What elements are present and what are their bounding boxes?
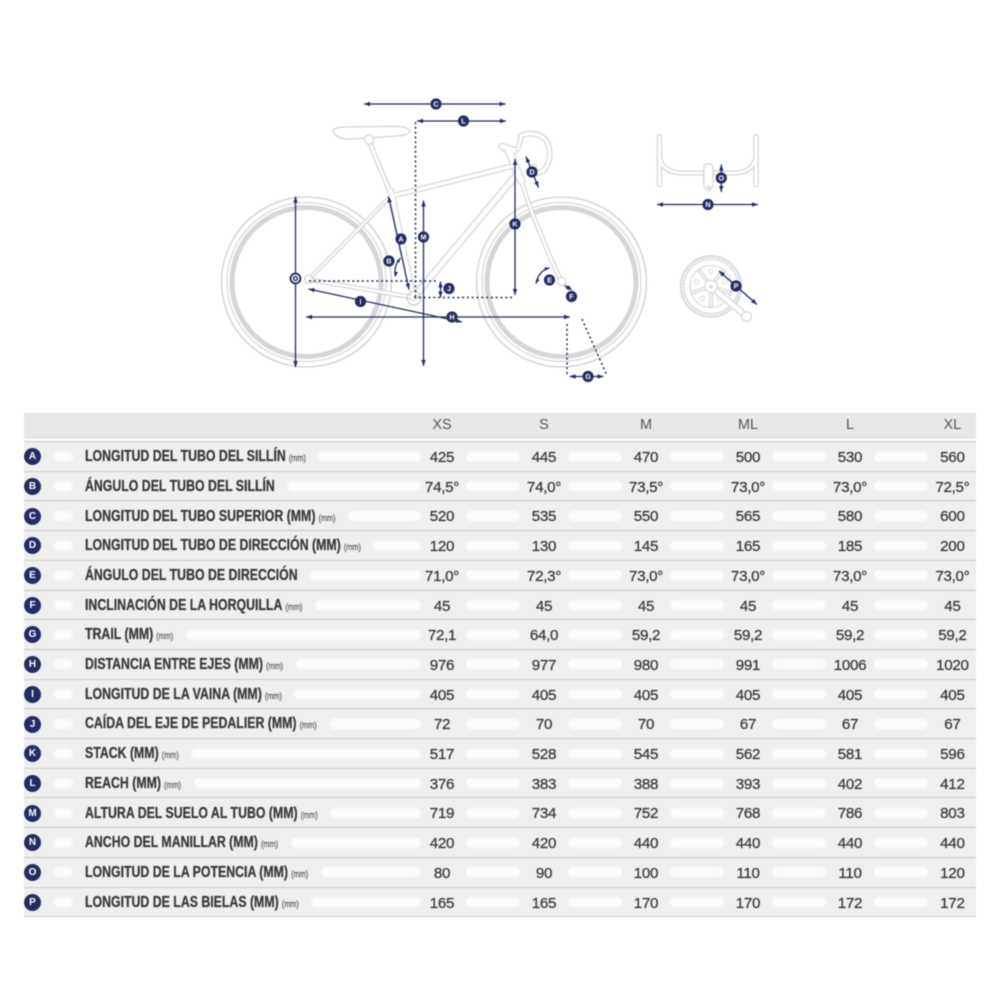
svg-text:G: G (585, 372, 591, 381)
svg-text:J: J (447, 284, 451, 293)
svg-text:D: D (529, 168, 534, 177)
svg-text:C: C (433, 100, 438, 109)
svg-text:P: P (734, 282, 739, 291)
svg-text:E: E (547, 276, 552, 285)
svg-text:N: N (705, 200, 710, 209)
svg-text:O: O (719, 174, 725, 183)
svg-text:I: I (360, 297, 362, 306)
svg-text:K: K (512, 220, 518, 229)
svg-text:B: B (386, 257, 391, 266)
svg-text:A: A (398, 235, 403, 244)
svg-text:M: M (421, 233, 427, 242)
svg-text:H: H (449, 313, 454, 322)
svg-text:F: F (569, 292, 574, 301)
svg-text:L: L (461, 117, 466, 126)
